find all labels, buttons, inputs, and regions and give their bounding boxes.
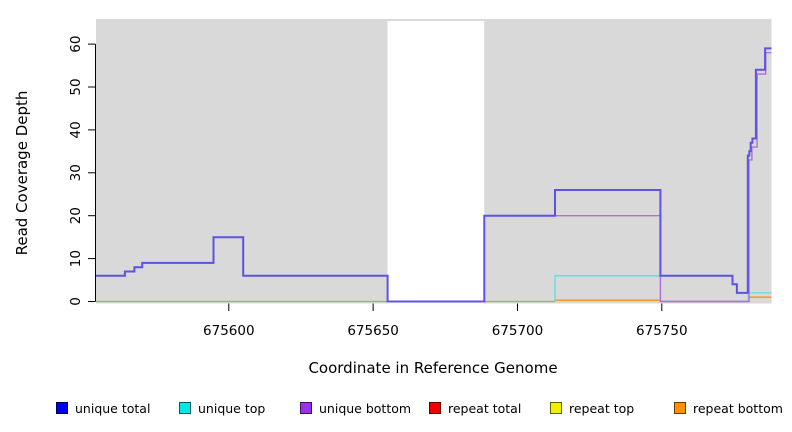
legend-label: repeat bottom: [693, 400, 783, 416]
legend-item-repeat-top: repeat top: [550, 399, 634, 417]
legend-label: unique total: [75, 400, 151, 416]
series-unique-total: [96, 47, 772, 303]
legend-item-repeat-total: repeat total: [429, 399, 521, 417]
y-tick-label: 20: [68, 207, 84, 224]
y-tick-label: 60: [68, 36, 84, 53]
legend-swatch-repeat-total: [429, 402, 441, 414]
x-tick-label: 675750: [636, 323, 688, 339]
chart-legend: unique total unique top unique bottom repea…: [0, 399, 792, 419]
legend-item-unique-total: unique total: [56, 399, 150, 417]
x-tick-label: 675650: [347, 323, 399, 339]
uncovered-gap-region: [387, 21, 485, 304]
y-tick-label: 0: [68, 297, 84, 306]
legend-swatch-repeat-top: [550, 402, 562, 414]
y-tick-label: 10: [68, 250, 84, 267]
legend-swatch-unique-total: [56, 402, 68, 414]
y-tick-label: 50: [68, 78, 84, 95]
coverage-chart: 0 10 20 30 40 50 60 675600 675650 675700 675750 Co…: [13, 19, 772, 377]
legend-item-unique-bottom: unique bottom: [300, 399, 411, 417]
x-axis-title: Coordinate in Reference Genome: [308, 359, 557, 377]
y-tick-label: 40: [68, 121, 84, 138]
y-tick-label: 30: [68, 164, 84, 181]
legend-label: repeat total: [448, 400, 522, 416]
legend-swatch-repeat-bottom: [674, 402, 686, 414]
y-axis-title: Read Coverage Depth: [13, 91, 31, 256]
x-tick-label: 675600: [203, 323, 255, 339]
legend-label: repeat top: [569, 400, 635, 416]
legend-swatch-unique-top: [179, 402, 191, 414]
legend-item-repeat-bottom: repeat bottom: [674, 399, 783, 417]
legend-label: unique bottom: [319, 400, 412, 416]
x-tick-label: 675700: [492, 323, 544, 339]
axes-layer: 0 10 20 30 40 50 60 675600 675650 675700 675750: [68, 36, 688, 339]
legend-item-unique-top: unique top: [179, 399, 265, 417]
series-layer: [96, 47, 772, 303]
legend-swatch-unique-bottom: [300, 402, 312, 414]
plot-background-layer: [96, 19, 772, 304]
legend-label: unique top: [198, 400, 266, 416]
